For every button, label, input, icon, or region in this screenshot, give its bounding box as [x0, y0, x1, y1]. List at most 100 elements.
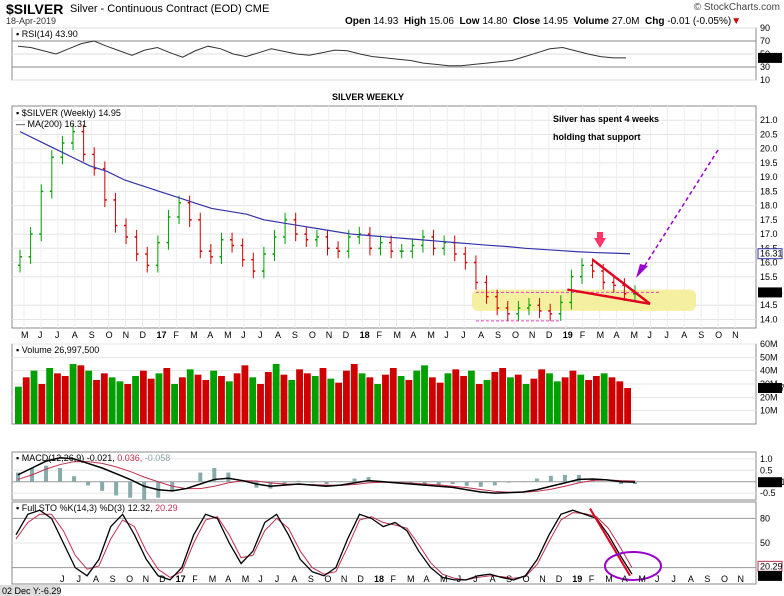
price-candle — [71, 124, 76, 151]
volume-bar — [210, 370, 218, 424]
price-candle — [272, 229, 277, 262]
sto-x-label: J — [655, 574, 660, 584]
price-x-label: S — [89, 330, 95, 340]
volume-bar — [553, 381, 561, 424]
price-candle — [177, 195, 182, 225]
macd-histogram-bar — [72, 476, 77, 482]
price-candle — [198, 212, 203, 259]
sto-x-label: S — [308, 574, 314, 584]
price-x-label: J — [258, 330, 263, 340]
sto-d-line — [15, 512, 633, 581]
sto-x-label: A — [93, 574, 99, 584]
sto-highlight-circle — [604, 550, 662, 581]
sto-x-label: S — [110, 574, 116, 584]
volume-bar — [460, 376, 467, 424]
annotation-line-1: Silver has spent 4 weeks — [553, 114, 659, 124]
macd-histogram-bar — [450, 481, 455, 484]
macd-value-label: -0.021 — [760, 477, 784, 487]
price-x-label: O — [715, 330, 722, 340]
macd-signal-line — [17, 461, 636, 493]
volume-bar — [350, 364, 358, 424]
volume-bar — [475, 384, 483, 424]
sto-x-label: F — [192, 574, 198, 584]
volume-bar — [22, 377, 30, 424]
price-x-label: 17 — [156, 330, 166, 340]
volume-bar — [155, 373, 163, 424]
volume-bar — [85, 370, 93, 424]
sto-k-value-label: 12.32 — [760, 571, 783, 581]
volume-bar — [116, 381, 124, 424]
price-candle — [420, 229, 425, 253]
sto-legend: ▪ Full STO %K(14,3) %D(3) 12.32, 20.29 — [16, 503, 178, 513]
volume-bar — [467, 370, 475, 424]
sto-x-label: N — [539, 574, 546, 584]
macd-tick-label: 1.0 — [760, 454, 773, 464]
price-candle — [124, 218, 129, 245]
volume-bar — [202, 380, 210, 424]
sto-x-label: F — [589, 574, 595, 584]
price-candle — [473, 255, 478, 290]
macd-histogram-bar — [436, 481, 441, 485]
chart-header: $SILVER Silver - Continuous Contract (EO… — [0, 0, 784, 27]
macd-histogram-bar — [100, 481, 105, 491]
price-candle — [505, 300, 510, 321]
close-value-tag — [758, 287, 782, 298]
sto-x-label: F — [390, 574, 396, 584]
volume-bar — [15, 386, 22, 424]
macd-histogram-bar — [268, 481, 273, 489]
sto-x-label: A — [225, 574, 231, 584]
volume-bar — [327, 378, 335, 424]
sto-x-label: A — [688, 574, 694, 584]
sto-x-label: N — [737, 574, 744, 584]
symbol-description: Silver - Continuous Contract (EOD) CME — [70, 3, 270, 15]
price-x-label: A — [681, 330, 687, 340]
price-candle — [240, 238, 245, 267]
footer-note: 02 Dec Y:-6.29 — [2, 586, 61, 596]
sto-x-label: J — [275, 574, 280, 584]
sto-x-label: J — [671, 574, 676, 584]
price-candle — [346, 229, 351, 259]
sto-k-value-tag — [758, 570, 782, 581]
rsi-tick-label: 70 — [760, 36, 770, 46]
volume-bar — [179, 377, 186, 424]
ma-value-tag — [757, 248, 783, 260]
sto-x-label: J — [77, 574, 82, 584]
annotation-arrowhead — [636, 264, 648, 278]
volume-tick-label: 10M — [760, 406, 778, 416]
volume-value-label: 26997 — [760, 383, 784, 393]
close-value-label: 14.95 — [760, 287, 783, 297]
volume-tick-label: 60M — [760, 339, 778, 349]
volume-bar — [592, 376, 600, 424]
volume-bar — [585, 380, 592, 424]
price-tick-label: 20.0 — [760, 144, 778, 154]
trendline-upper — [591, 258, 651, 305]
rsi-legend: ▪ RSI(14) 43.90 — [16, 29, 78, 39]
macd-tick-label: -0.5 — [760, 488, 776, 498]
price-x-label: J — [444, 330, 449, 340]
volume-bar — [61, 376, 69, 424]
price-x-label: J — [38, 330, 43, 340]
volume-bar — [257, 384, 264, 424]
ma200-line — [19, 131, 631, 255]
price-candle — [389, 235, 394, 259]
volume-bar — [428, 377, 436, 424]
volume-bar — [608, 377, 616, 424]
volume-bar — [311, 376, 319, 424]
ma-legend: — MA(200) 16.31 — [16, 119, 87, 129]
volume-bar — [194, 374, 202, 424]
price-candle — [60, 135, 65, 165]
macd-histogram-bar — [324, 481, 329, 484]
sto-x-label: M — [638, 574, 646, 584]
macd-histogram-bar — [422, 481, 427, 484]
volume-bar — [335, 382, 343, 424]
price-candle — [410, 238, 415, 259]
price-candle — [145, 246, 150, 273]
volume-bar — [93, 380, 100, 424]
price-candle — [484, 275, 489, 304]
price-candle — [102, 161, 107, 208]
macd-histogram-bar — [576, 474, 581, 482]
volume-bar — [405, 380, 413, 424]
price-x-label: D — [546, 330, 553, 340]
volume-tick-label: 20M — [760, 392, 778, 402]
